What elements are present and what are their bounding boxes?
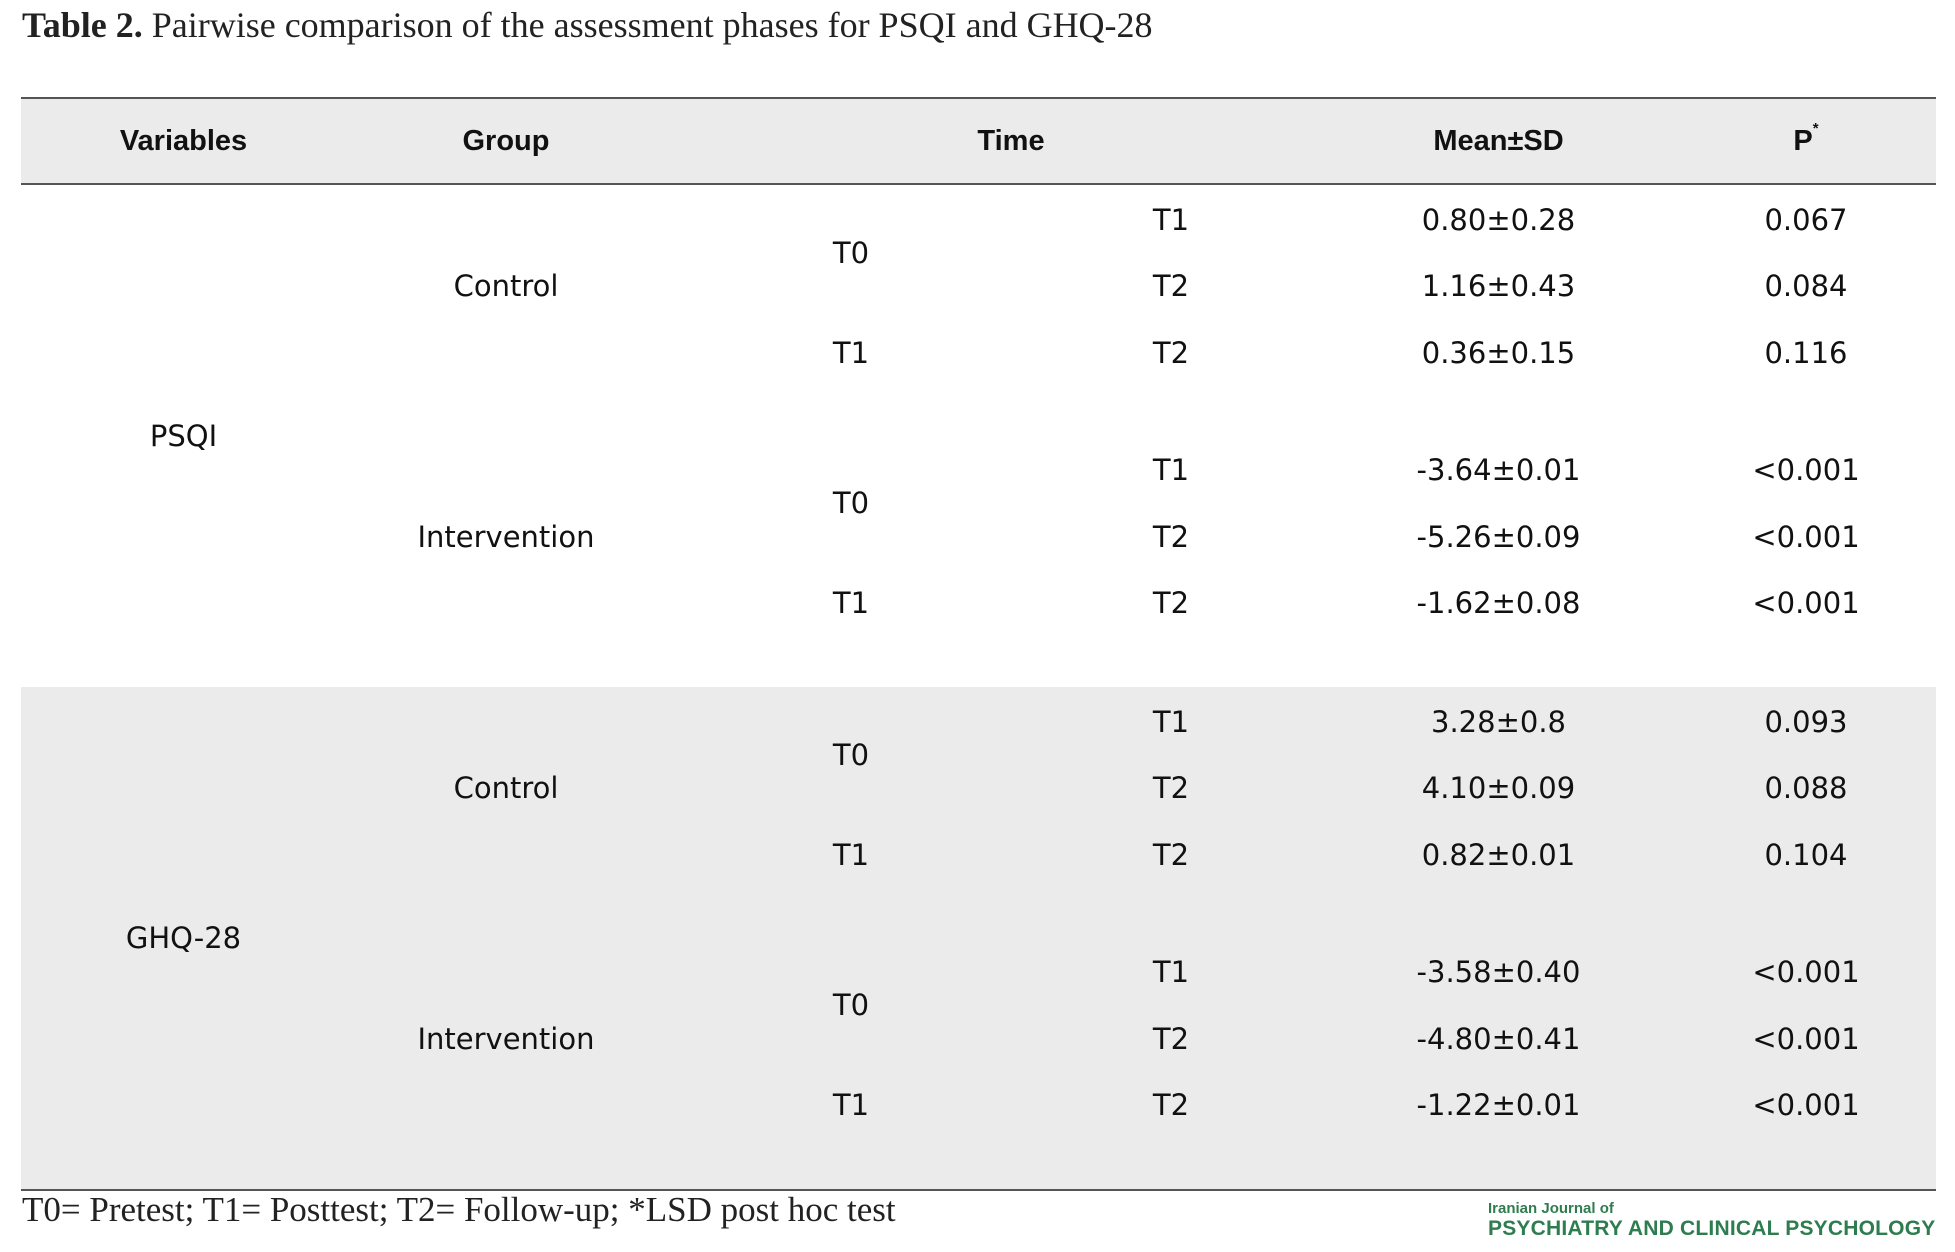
header-p: P* xyxy=(1721,99,1891,183)
time-to-cell: T2 xyxy=(1152,1088,1190,1122)
time-to-cell: T2 xyxy=(1152,838,1190,872)
time-to-cell: T2 xyxy=(1152,586,1190,620)
p-value-cell: <0.001 xyxy=(1752,586,1860,620)
time-to-cell: T1 xyxy=(1152,203,1190,237)
p-value-cell: 0.104 xyxy=(1764,838,1848,872)
p-value-cell: 0.088 xyxy=(1764,771,1848,805)
time-to-cell: T2 xyxy=(1152,520,1190,554)
table-header-row: Variables Group Time Mean±SD P* xyxy=(21,99,1936,185)
p-value-cell: 0.067 xyxy=(1764,203,1848,237)
p-value-cell: 0.084 xyxy=(1764,269,1848,303)
mean-sd-cell: -4.80±0.41 xyxy=(1416,1022,1581,1056)
header-variables: Variables xyxy=(119,125,248,157)
group-cell: Intervention xyxy=(417,520,595,554)
time-from-cell: T1 xyxy=(832,336,870,370)
p-value-cell: 0.093 xyxy=(1764,705,1848,739)
time-to-cell: T1 xyxy=(1152,705,1190,739)
mean-sd-cell: 1.16±0.43 xyxy=(1421,269,1576,303)
mean-sd-cell: 3.28±0.8 xyxy=(1431,705,1566,739)
mean-sd-cell: 0.80±0.28 xyxy=(1421,203,1576,237)
mean-sd-cell: 4.10±0.09 xyxy=(1421,771,1576,805)
mean-sd-cell: -1.62±0.08 xyxy=(1416,586,1581,620)
time-to-cell: T2 xyxy=(1152,1022,1190,1056)
mean-sd-cell: -3.64±0.01 xyxy=(1416,453,1581,487)
table-caption-text: Pairwise comparison of the assessment ph… xyxy=(142,5,1153,45)
time-to-cell: T2 xyxy=(1152,336,1190,370)
time-from-cell: T1 xyxy=(832,1088,870,1122)
journal-logo: Iranian Journal of PSYCHIATRY AND CLINIC… xyxy=(1488,1200,1936,1241)
time-from-cell: T0 xyxy=(832,738,870,772)
time-to-cell: T1 xyxy=(1152,453,1190,487)
group-cell: Control xyxy=(453,771,559,805)
time-to-cell: T2 xyxy=(1152,269,1190,303)
p-value-cell: <0.001 xyxy=(1752,1088,1860,1122)
p-value-cell: 0.116 xyxy=(1764,336,1848,370)
table-footnote: T0= Pretest; T1= Posttest; T2= Follow-up… xyxy=(22,1190,896,1229)
header-p-label: P xyxy=(1793,125,1813,157)
time-from-cell: T0 xyxy=(832,236,870,270)
time-from-cell: T0 xyxy=(832,988,870,1022)
time-to-cell: T1 xyxy=(1152,955,1190,989)
table-caption-label: Table 2. xyxy=(22,5,143,45)
variable-cell: PSQI xyxy=(149,419,218,453)
journal-logo-line2: PSYCHIATRY AND CLINICAL PSYCHOLOGY xyxy=(1488,1217,1936,1240)
mean-sd-cell: 0.36±0.15 xyxy=(1421,336,1576,370)
mean-sd-cell: -5.26±0.09 xyxy=(1416,520,1581,554)
variable-cell: GHQ-28 xyxy=(125,921,242,955)
time-from-cell: T0 xyxy=(832,486,870,520)
group-cell: Control xyxy=(453,269,559,303)
header-time: Time xyxy=(977,125,1045,157)
p-value-cell: <0.001 xyxy=(1752,1022,1860,1056)
p-value-cell: <0.001 xyxy=(1752,520,1860,554)
p-value-cell: <0.001 xyxy=(1752,955,1860,989)
time-from-cell: T1 xyxy=(832,838,870,872)
header-p-superscript: * xyxy=(1812,120,1819,137)
header-mean-sd: Mean±SD xyxy=(1433,125,1564,157)
journal-logo-line1: Iranian Journal of xyxy=(1488,1200,1614,1217)
header-group: Group xyxy=(462,125,550,157)
p-value-cell: <0.001 xyxy=(1752,453,1860,487)
group-cell: Intervention xyxy=(417,1022,595,1056)
mean-sd-cell: 0.82±0.01 xyxy=(1421,838,1576,872)
time-from-cell: T1 xyxy=(832,586,870,620)
table-block-ghq28: GHQ-28 Control T0 T1 T1 3.28±0.8 0.093 T… xyxy=(21,687,1936,1189)
data-table: Variables Group Time Mean±SD P* PSQI Con… xyxy=(21,97,1936,1191)
time-to-cell: T2 xyxy=(1152,771,1190,805)
mean-sd-cell: -3.58±0.40 xyxy=(1416,955,1581,989)
table-caption: Table 2. Pairwise comparison of the asse… xyxy=(22,4,1153,46)
mean-sd-cell: -1.22±0.01 xyxy=(1416,1088,1581,1122)
table-block-psqi: PSQI Control T0 T1 T1 0.80±0.28 0.067 T2… xyxy=(21,185,1936,687)
